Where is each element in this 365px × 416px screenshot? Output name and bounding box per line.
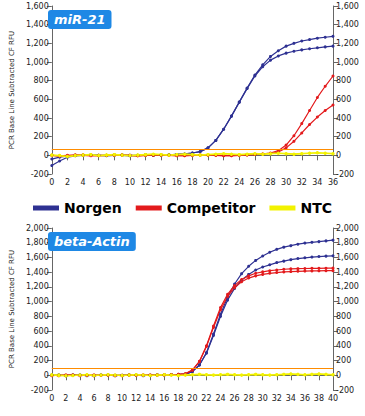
svg-text:40: 40 bbox=[328, 394, 338, 403]
svg-text:Norgen: Norgen bbox=[64, 200, 122, 216]
svg-text:12: 12 bbox=[140, 178, 150, 187]
svg-text:18: 18 bbox=[187, 178, 197, 187]
svg-text:1,200: 1,200 bbox=[26, 282, 49, 291]
svg-text:1,600: 1,600 bbox=[26, 2, 49, 11]
svg-text:24: 24 bbox=[215, 394, 225, 403]
svg-text:8: 8 bbox=[112, 178, 117, 187]
svg-text:14: 14 bbox=[145, 394, 155, 403]
svg-text:0: 0 bbox=[44, 151, 49, 160]
svg-text:26: 26 bbox=[250, 178, 260, 187]
svg-text:0: 0 bbox=[49, 178, 54, 187]
svg-text:0: 0 bbox=[44, 371, 49, 380]
svg-text:6: 6 bbox=[96, 178, 101, 187]
svg-text:34: 34 bbox=[312, 178, 322, 187]
svg-text:20: 20 bbox=[203, 178, 213, 187]
svg-text:2,000: 2,000 bbox=[336, 224, 359, 233]
svg-text:miR-21: miR-21 bbox=[54, 12, 106, 27]
svg-text:800: 800 bbox=[336, 312, 351, 321]
svg-text:10: 10 bbox=[125, 178, 135, 187]
svg-text:2,000: 2,000 bbox=[26, 224, 49, 233]
svg-text:16: 16 bbox=[159, 394, 169, 403]
svg-text:PCR Base Line Subtracted CF RF: PCR Base Line Subtracted CF RFU bbox=[8, 31, 16, 149]
svg-text:600: 600 bbox=[336, 327, 351, 336]
svg-text:1,600: 1,600 bbox=[26, 253, 49, 262]
svg-text:800: 800 bbox=[336, 76, 351, 85]
svg-text:2: 2 bbox=[63, 394, 68, 403]
svg-text:600: 600 bbox=[34, 95, 49, 104]
svg-text:18: 18 bbox=[173, 394, 183, 403]
svg-text:400: 400 bbox=[336, 114, 351, 123]
svg-text:22: 22 bbox=[219, 178, 229, 187]
svg-text:600: 600 bbox=[336, 95, 351, 104]
svg-text:0: 0 bbox=[49, 394, 54, 403]
svg-text:1,400: 1,400 bbox=[26, 268, 49, 277]
svg-text:4: 4 bbox=[77, 394, 82, 403]
svg-text:-200: -200 bbox=[336, 170, 354, 179]
svg-text:34: 34 bbox=[286, 394, 296, 403]
svg-text:12: 12 bbox=[131, 394, 141, 403]
svg-text:0: 0 bbox=[336, 151, 341, 160]
svg-text:800: 800 bbox=[34, 312, 49, 321]
svg-text:1,000: 1,000 bbox=[336, 58, 359, 67]
svg-text:28: 28 bbox=[265, 178, 275, 187]
svg-text:1,000: 1,000 bbox=[26, 297, 49, 306]
svg-text:22: 22 bbox=[201, 394, 211, 403]
svg-text:32: 32 bbox=[297, 178, 307, 187]
svg-text:30: 30 bbox=[258, 394, 268, 403]
svg-text:36: 36 bbox=[300, 394, 310, 403]
svg-text:20: 20 bbox=[187, 394, 197, 403]
svg-text:8: 8 bbox=[105, 394, 110, 403]
svg-text:1,200: 1,200 bbox=[26, 39, 49, 48]
svg-text:26: 26 bbox=[229, 394, 239, 403]
svg-text:1,200: 1,200 bbox=[336, 39, 359, 48]
svg-text:38: 38 bbox=[314, 394, 324, 403]
svg-text:1,600: 1,600 bbox=[336, 2, 359, 11]
svg-text:1,000: 1,000 bbox=[336, 297, 359, 306]
svg-text:1,400: 1,400 bbox=[336, 20, 359, 29]
svg-text:200: 200 bbox=[336, 132, 351, 141]
svg-text:beta-Actin: beta-Actin bbox=[54, 234, 130, 249]
svg-text:-200: -200 bbox=[336, 386, 354, 395]
svg-text:Competitor: Competitor bbox=[167, 200, 256, 216]
svg-text:30: 30 bbox=[281, 178, 291, 187]
svg-text:14: 14 bbox=[156, 178, 166, 187]
svg-text:2: 2 bbox=[65, 178, 70, 187]
svg-text:400: 400 bbox=[34, 341, 49, 350]
svg-text:-200: -200 bbox=[31, 386, 49, 395]
svg-text:400: 400 bbox=[34, 114, 49, 123]
svg-text:10: 10 bbox=[117, 394, 127, 403]
svg-text:16: 16 bbox=[172, 178, 182, 187]
svg-text:1,400: 1,400 bbox=[26, 20, 49, 29]
svg-text:-200: -200 bbox=[31, 170, 49, 179]
svg-text:PCR Base Line Subtracted CF RF: PCR Base Line Subtracted CF RFU bbox=[8, 250, 16, 368]
svg-text:6: 6 bbox=[91, 394, 96, 403]
svg-text:200: 200 bbox=[34, 356, 49, 365]
svg-text:4: 4 bbox=[80, 178, 85, 187]
svg-text:1,800: 1,800 bbox=[26, 238, 49, 247]
svg-text:28: 28 bbox=[244, 394, 254, 403]
svg-text:200: 200 bbox=[336, 356, 351, 365]
svg-text:36: 36 bbox=[328, 178, 338, 187]
svg-text:200: 200 bbox=[34, 132, 49, 141]
svg-text:1,600: 1,600 bbox=[336, 253, 359, 262]
svg-text:1,800: 1,800 bbox=[336, 238, 359, 247]
svg-text:600: 600 bbox=[34, 327, 49, 336]
svg-text:1,400: 1,400 bbox=[336, 268, 359, 277]
svg-text:800: 800 bbox=[34, 76, 49, 85]
svg-text:0: 0 bbox=[336, 371, 341, 380]
svg-text:32: 32 bbox=[272, 394, 282, 403]
svg-text:24: 24 bbox=[234, 178, 244, 187]
svg-text:NTC: NTC bbox=[300, 200, 332, 216]
svg-text:400: 400 bbox=[336, 341, 351, 350]
svg-text:1,000: 1,000 bbox=[26, 58, 49, 67]
svg-text:1,200: 1,200 bbox=[336, 282, 359, 291]
